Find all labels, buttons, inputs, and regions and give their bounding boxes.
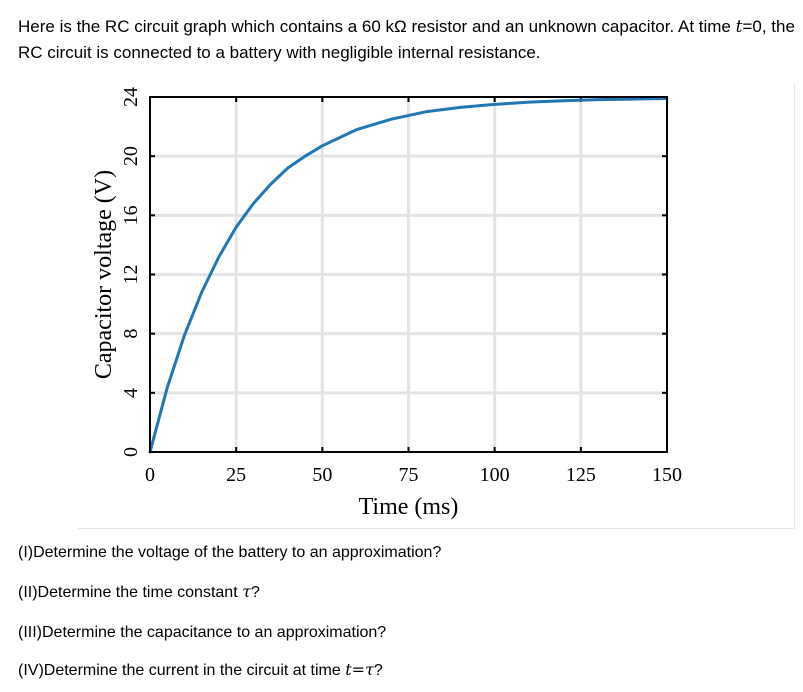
rc-charging-chart: 0 25 50 75 100 125 150 0 4 8 12 16 20 24 Time (ms) Capa… <box>78 82 795 529</box>
question-1-text: (I)Determine the voltage of the battery … <box>18 544 442 561</box>
intro-line-1: Here is the RC circuit graph which conta… <box>18 14 795 40</box>
y-tick-label: 4 <box>120 388 142 398</box>
y-tick-label: 0 <box>120 447 142 457</box>
x-tick-label: 150 <box>652 464 682 486</box>
problem-intro: Here is the RC circuit graph which conta… <box>18 14 795 66</box>
intro-line-1-suffix: =0, the <box>742 17 795 36</box>
plot-frame <box>149 96 668 453</box>
x-tick-label: 75 <box>399 464 419 486</box>
y-tick-label: 24 <box>120 87 142 107</box>
question-2-text: (II)Determine the time constant <box>18 584 243 601</box>
question-4-text: (IV)Determine the current in the circuit… <box>18 662 346 679</box>
x-tick-label: 100 <box>480 464 510 486</box>
x-tick-label: 50 <box>312 464 332 486</box>
question-1: (I)Determine the voltage of the battery … <box>18 542 441 562</box>
x-tick-label: 25 <box>226 464 246 486</box>
y-axis-label: Capacitor voltage (V) <box>91 170 117 379</box>
intro-time-variable: t <box>735 17 743 37</box>
voltage-curve <box>148 96 669 454</box>
question-4: (IV)Determine the current in the circuit… <box>18 660 383 680</box>
y-tick-label: 12 <box>120 265 142 285</box>
question-3: (III)Determine the capacitance to an app… <box>18 622 386 642</box>
chart-svg: 0 25 50 75 100 125 150 0 4 8 12 16 20 24 Time (ms) Capa… <box>91 87 682 520</box>
y-tick-label: 16 <box>120 205 142 225</box>
x-tick-label: 0 <box>145 464 155 486</box>
question-2-variable: τ <box>242 582 251 601</box>
question-3-text: (III)Determine the capacitance to an app… <box>18 624 387 641</box>
x-axis-label: Time (ms) <box>359 494 459 520</box>
intro-line-2: RC circuit is connected to a battery wit… <box>18 43 541 62</box>
question-4-variable: t=τ <box>345 660 374 679</box>
question-4-suffix: ? <box>373 662 383 679</box>
question-2: (II)Determine the time constant τ? <box>18 582 260 602</box>
intro-line-1-text: Here is the RC circuit graph which conta… <box>18 17 736 36</box>
question-2-suffix: ? <box>250 584 260 601</box>
x-tick-label: 125 <box>566 464 596 486</box>
y-tick-label: 20 <box>120 146 142 166</box>
y-tick-label: 8 <box>120 329 142 339</box>
